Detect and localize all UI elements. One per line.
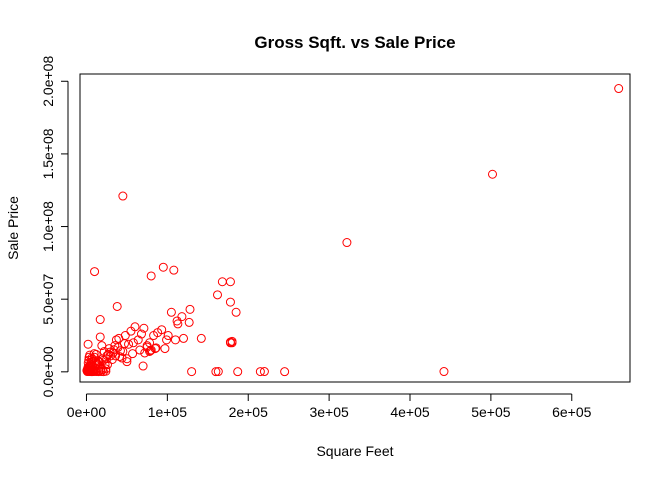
data-point <box>100 360 110 370</box>
data-point <box>146 345 156 355</box>
data-point <box>184 317 194 327</box>
data-point <box>128 349 138 359</box>
x-tick-label: 2e+05 <box>229 404 269 420</box>
data-point <box>83 339 93 349</box>
data-point <box>114 333 124 343</box>
y-tick-label: 1.0e+08 <box>40 201 56 252</box>
data-point <box>89 349 99 359</box>
x-tick-label: 0e+00 <box>67 404 107 420</box>
data-point <box>342 238 352 248</box>
data-point <box>213 367 223 377</box>
x-tick-label: 5e+05 <box>471 404 511 420</box>
data-point <box>85 350 95 360</box>
data-point <box>115 352 125 362</box>
y-axis-label: Sale Price <box>5 196 21 260</box>
data-point <box>118 191 128 201</box>
data-point <box>128 338 138 348</box>
data-point <box>213 290 222 300</box>
data-point <box>163 331 173 341</box>
x-tick-label: 6e+05 <box>552 404 592 420</box>
data-point <box>162 335 172 345</box>
x-axis: 0e+00 1e+05 2e+05 3e+05 4e+05 5e+05 6e+05 <box>67 393 592 420</box>
data-point <box>172 316 182 326</box>
x-tick-label: 1e+05 <box>148 404 188 420</box>
data-point <box>225 297 235 307</box>
data-point <box>439 367 449 377</box>
data-point <box>135 345 145 355</box>
data-point <box>145 346 155 356</box>
data-point <box>170 335 180 345</box>
data-point <box>153 328 163 338</box>
chart-title: Gross Sqft. vs Sale Price <box>254 33 455 52</box>
data-point <box>101 366 111 376</box>
data-point <box>280 367 290 377</box>
data-point <box>217 277 227 287</box>
data-point <box>112 301 122 311</box>
data-point <box>187 367 197 377</box>
data-point <box>179 333 189 343</box>
data-point <box>111 335 121 345</box>
data-point <box>196 333 206 343</box>
y-axis: 0.0e+00 5.0e+07 1.0e+08 1.5e+08 2.0e+08 <box>40 56 69 397</box>
y-tick-label: 1.5e+08 <box>40 128 56 179</box>
data-point <box>90 267 100 277</box>
data-point <box>177 312 187 322</box>
x-tick-label: 3e+05 <box>309 404 349 420</box>
data-point <box>139 323 149 333</box>
data-point <box>146 271 156 281</box>
y-tick-label: 2.0e+08 <box>40 56 56 107</box>
data-point <box>227 338 237 348</box>
data-point <box>95 315 105 325</box>
data-point <box>231 307 241 317</box>
data-point <box>488 169 497 179</box>
data-point <box>95 357 105 367</box>
data-point <box>211 367 221 377</box>
data-point <box>119 339 129 349</box>
data-point <box>259 367 269 377</box>
data-point <box>97 341 107 351</box>
data-point <box>117 353 127 363</box>
data-point <box>233 367 243 377</box>
data-points <box>82 84 624 377</box>
data-point <box>124 339 134 349</box>
x-tick-label: 4e+05 <box>390 404 430 420</box>
data-point <box>151 343 161 353</box>
data-point <box>158 262 168 272</box>
x-axis-label: Square Feet <box>316 443 393 459</box>
data-point <box>185 304 195 314</box>
y-tick-label: 5.0e+07 <box>40 273 56 324</box>
data-point <box>150 344 160 354</box>
data-point <box>133 335 143 345</box>
data-point <box>225 277 235 287</box>
data-point <box>166 307 176 317</box>
plot-frame <box>79 73 631 383</box>
data-point <box>255 367 265 377</box>
data-point <box>169 265 179 275</box>
y-tick-label: 0.0e+00 <box>40 346 56 397</box>
data-point <box>160 344 170 354</box>
data-point <box>113 342 123 352</box>
data-point <box>126 326 136 336</box>
data-point <box>138 361 148 371</box>
data-point <box>95 332 105 342</box>
data-point <box>614 84 624 94</box>
